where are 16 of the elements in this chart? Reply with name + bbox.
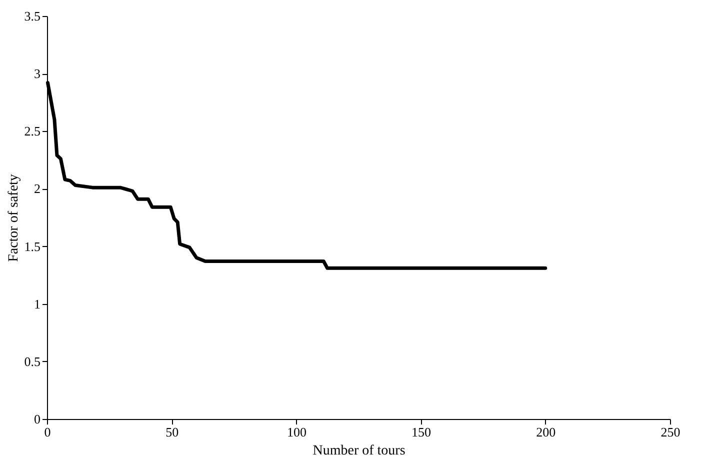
x-axis-title: Number of tours — [312, 444, 406, 458]
x-tick-label: 150 — [412, 424, 432, 440]
y-tick-label: 3 — [34, 66, 40, 82]
x-tick-label: 250 — [660, 424, 680, 440]
y-tick-label: 2 — [34, 181, 40, 196]
y-tick-label: 1 — [34, 296, 40, 312]
y-tick-label: 3.5 — [24, 8, 40, 24]
y-tick-label: 2.5 — [24, 124, 40, 139]
x-tick-label: 200 — [536, 424, 556, 440]
y-tick-label: 0.5 — [24, 354, 40, 369]
x-tick-label: 100 — [286, 424, 306, 440]
x-tick-label: 0 — [44, 424, 51, 440]
x-tick-label: 50 — [166, 424, 179, 440]
y-tick-label: 1.5 — [24, 238, 40, 254]
y-tick-label: 0 — [34, 412, 40, 426]
y-axis-title: Factor of safety — [6, 174, 22, 262]
